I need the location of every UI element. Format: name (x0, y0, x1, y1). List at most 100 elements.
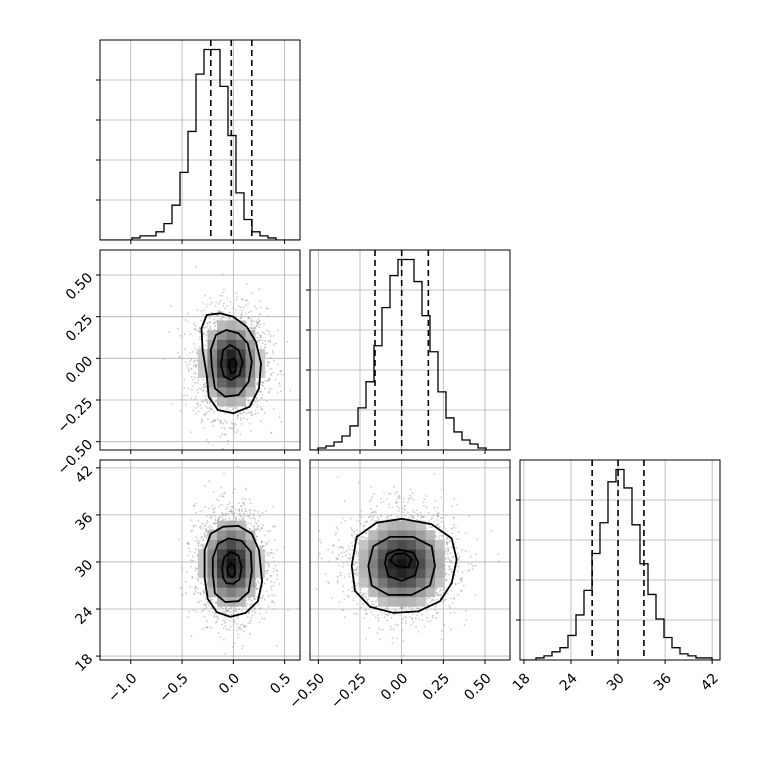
scatter-point (261, 394, 264, 396)
scatter-point (251, 517, 254, 520)
scatter-point (397, 510, 400, 512)
scatter-point (373, 511, 375, 514)
scatter-point (411, 514, 414, 517)
scatter-point (402, 654, 405, 657)
scatter-point (196, 587, 199, 590)
scatter-point (402, 511, 405, 514)
density-cell (207, 539, 218, 550)
scatter-point (339, 521, 342, 524)
scatter-point (351, 590, 354, 593)
scatter-point (232, 646, 234, 648)
scatter-point (266, 552, 269, 555)
scatter-point (359, 588, 362, 591)
scatter-point (202, 592, 205, 595)
scatter-point (210, 301, 213, 304)
density-cell (396, 577, 407, 588)
scatter-point (337, 581, 339, 584)
scatter-point (194, 587, 197, 590)
scatter-point (439, 531, 442, 534)
density-cell (207, 377, 218, 388)
scatter-point (251, 610, 254, 613)
scatter-point (402, 507, 404, 510)
scatter-point (237, 633, 240, 636)
scatter-point (193, 361, 196, 364)
scatter-point (449, 561, 451, 563)
scatter-point (335, 557, 338, 560)
scatter-point (202, 545, 205, 548)
scatter-point (210, 599, 213, 601)
scatter-point (219, 406, 222, 409)
scatter-point (342, 565, 344, 568)
scatter-point (209, 524, 212, 527)
density-cell (236, 520, 246, 531)
scatter-point (256, 321, 259, 324)
scatter-point (258, 320, 260, 322)
density-cell (435, 568, 445, 579)
scatter-point (256, 380, 258, 383)
histogram-step (100, 48, 300, 240)
scatter-point (255, 320, 258, 323)
scatter-point (256, 588, 259, 590)
scatter-point (224, 518, 227, 521)
scatter-point (211, 507, 214, 510)
scatter-point (432, 598, 434, 601)
scatter-point (391, 637, 394, 639)
scatter-point (247, 399, 250, 402)
scatter-point (259, 346, 262, 349)
scatter-point (184, 319, 187, 321)
scatter-point (415, 625, 417, 628)
density-cell (377, 596, 388, 607)
scatter-point (375, 600, 377, 603)
scatter-point (190, 375, 193, 378)
scatter-point (429, 601, 431, 604)
scatter-point (287, 609, 289, 612)
scatter-point (241, 497, 244, 500)
scatter-point (394, 492, 396, 495)
scatter-point (266, 364, 268, 366)
scatter-point (411, 617, 414, 620)
scatter-point (269, 552, 272, 555)
scatter-point (266, 315, 269, 317)
scatter-point (387, 607, 390, 610)
scatter-point (389, 625, 392, 628)
scatter-point (263, 411, 266, 414)
scatter-point (253, 305, 256, 308)
scatter-point (420, 514, 423, 517)
scatter-point (261, 331, 264, 334)
scatter-point (351, 548, 354, 551)
scatter-point (475, 538, 478, 541)
scatter-point (220, 318, 222, 321)
scatter-point (437, 512, 440, 514)
scatter-point (256, 527, 259, 530)
scatter-point (439, 594, 442, 597)
scatter-point (209, 401, 212, 403)
scatter-point (457, 570, 459, 573)
scatter-point (365, 637, 367, 640)
scatter-point (229, 301, 232, 303)
scatter-point (338, 564, 341, 567)
scatter-point (272, 505, 275, 508)
scatter-point (370, 511, 373, 514)
scatter-point (195, 265, 197, 268)
scatter-point (464, 550, 467, 553)
scatter-point (339, 574, 342, 577)
scatter-point (447, 592, 449, 595)
scatter-point (219, 435, 222, 438)
scatter-point (204, 505, 207, 508)
scatter-point (443, 525, 446, 528)
scatter-point (267, 361, 270, 364)
scatter-point (414, 617, 417, 620)
scatter-point (204, 344, 206, 347)
scatter-point (337, 539, 340, 541)
scatter-point (193, 376, 196, 379)
scatter-point (229, 317, 232, 320)
scatter-point (232, 307, 235, 310)
panel-content (310, 250, 510, 450)
scatter-point (239, 433, 242, 436)
scatter-point (208, 406, 211, 409)
scatter-point (183, 378, 186, 381)
contour-level-1 (209, 329, 253, 398)
density-cell (245, 539, 256, 550)
scatter-point (215, 615, 218, 618)
density-cell (216, 596, 227, 607)
